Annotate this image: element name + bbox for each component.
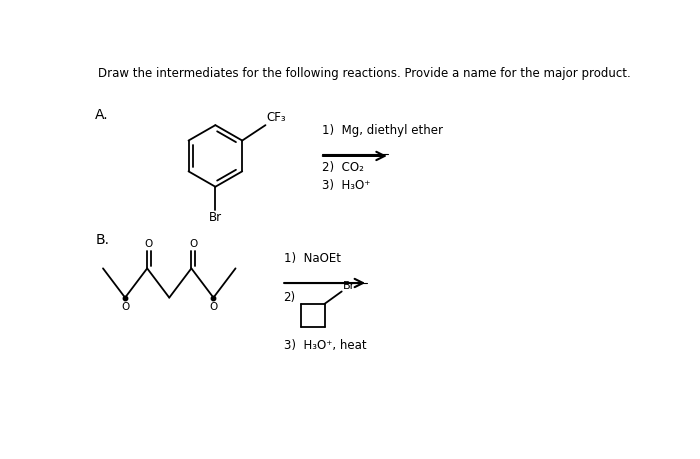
Text: 3)  H₃O⁺, heat: 3) H₃O⁺, heat xyxy=(284,339,366,352)
Text: 3)  H₃O⁺: 3) H₃O⁺ xyxy=(322,179,371,192)
Text: O: O xyxy=(121,302,130,312)
Text: 2): 2) xyxy=(284,291,295,304)
Text: A.: A. xyxy=(95,108,109,122)
Text: B.: B. xyxy=(95,233,109,247)
Text: CF₃: CF₃ xyxy=(266,112,286,124)
Text: Draw the intermediates for the following reactions. Provide a name for the major: Draw the intermediates for the following… xyxy=(97,67,630,80)
Text: Br: Br xyxy=(209,211,222,224)
Text: 1)  Mg, diethyl ether: 1) Mg, diethyl ether xyxy=(322,123,443,137)
Text: O: O xyxy=(189,239,197,249)
Text: 1)  NaOEt: 1) NaOEt xyxy=(284,252,341,265)
Text: Br: Br xyxy=(342,281,355,291)
Text: O: O xyxy=(145,239,153,249)
Text: O: O xyxy=(209,302,218,312)
Text: 2)  CO₂: 2) CO₂ xyxy=(322,161,364,174)
